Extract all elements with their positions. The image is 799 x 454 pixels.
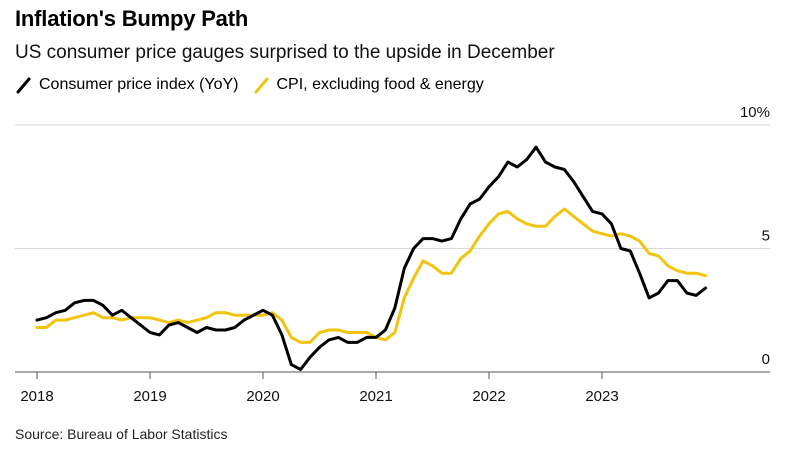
legend-label-cpi: Consumer price index (YoY): [39, 76, 239, 93]
series-lines: [35, 145, 708, 371]
x-tick-label-2018: 2018: [20, 388, 53, 405]
legend-item-core-cpi: CPI, excluding food & energy: [253, 76, 484, 94]
y-tick-labels: 0 5 10%: [740, 104, 770, 368]
source-note: Source: Bureau of Labor Statistics: [15, 426, 228, 442]
legend-label-core-cpi: CPI, excluding food & energy: [276, 76, 484, 93]
gridlines: [15, 124, 770, 249]
legend-swatch-core-cpi: [254, 77, 268, 94]
legend-swatch-cpi: [16, 77, 31, 94]
x-tick-label-2021: 2021: [359, 388, 392, 405]
y-tick-label-0: 0: [762, 351, 770, 368]
x-tick-label-2020: 2020: [246, 388, 279, 405]
chart-title: Inflation's Bumpy Path: [15, 6, 249, 31]
chart-subtitle: US consumer price gauges surprised to th…: [15, 42, 555, 63]
x-tick-label-2019: 2019: [133, 388, 166, 405]
y-tick-label-5: 5: [762, 228, 770, 245]
x-axis: 2018 2019 2020 2021 2022 2023: [15, 371, 770, 405]
legend-item-cpi: Consumer price index (YoY): [15, 76, 239, 94]
legend: Consumer price index (YoY) CPI, excludin…: [15, 76, 498, 94]
series-line-cpi: [35, 145, 708, 371]
series-line-core-cpi: [35, 207, 708, 344]
y-tick-label-10: 10%: [740, 104, 770, 121]
x-tick-label-2023: 2023: [585, 388, 618, 405]
x-tick-label-2022: 2022: [472, 388, 505, 405]
